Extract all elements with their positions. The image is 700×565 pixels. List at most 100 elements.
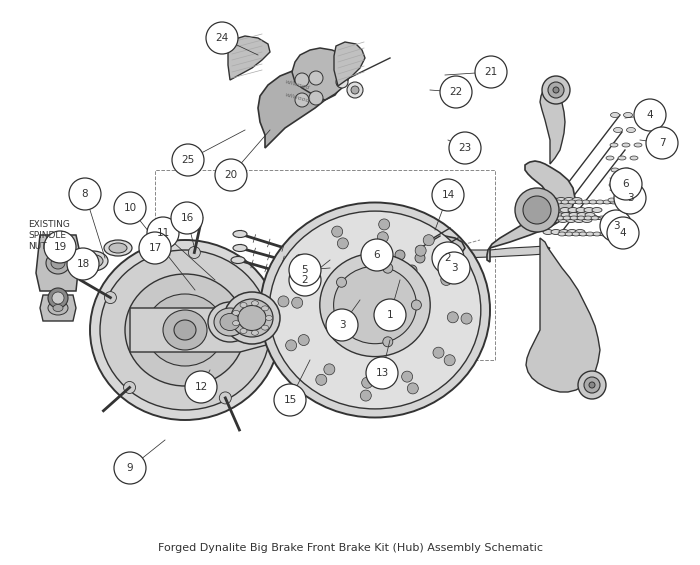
Circle shape [415, 253, 425, 263]
Ellipse shape [610, 200, 618, 204]
Ellipse shape [174, 320, 196, 340]
Ellipse shape [551, 229, 561, 234]
Text: 25: 25 [181, 155, 195, 165]
Ellipse shape [620, 183, 628, 187]
Circle shape [188, 246, 200, 259]
Circle shape [383, 337, 393, 347]
Ellipse shape [560, 207, 570, 212]
Text: 2: 2 [302, 275, 308, 285]
Circle shape [614, 182, 646, 214]
Ellipse shape [540, 198, 550, 202]
Circle shape [375, 253, 385, 263]
Text: 6: 6 [374, 250, 380, 260]
Circle shape [114, 192, 146, 224]
Ellipse shape [584, 207, 594, 212]
Ellipse shape [238, 306, 266, 331]
Text: 14: 14 [442, 190, 454, 200]
Ellipse shape [434, 248, 442, 252]
Ellipse shape [593, 232, 601, 236]
Circle shape [147, 217, 179, 249]
Ellipse shape [344, 289, 356, 295]
Circle shape [438, 252, 470, 284]
Ellipse shape [214, 308, 246, 336]
Circle shape [395, 250, 405, 260]
Circle shape [523, 196, 551, 224]
Ellipse shape [208, 302, 252, 342]
Circle shape [407, 383, 419, 394]
Circle shape [44, 231, 76, 263]
Ellipse shape [548, 198, 558, 202]
Ellipse shape [586, 232, 594, 236]
Circle shape [584, 377, 600, 393]
Bar [155, 170, 495, 360]
Circle shape [172, 144, 204, 176]
Ellipse shape [603, 200, 611, 204]
Circle shape [295, 254, 306, 266]
Ellipse shape [231, 257, 245, 263]
Circle shape [124, 381, 136, 393]
Text: 20: 20 [225, 170, 237, 180]
Ellipse shape [46, 252, 70, 274]
Polygon shape [292, 48, 350, 100]
Circle shape [206, 22, 238, 54]
Ellipse shape [233, 231, 247, 237]
Circle shape [295, 73, 309, 87]
Ellipse shape [224, 292, 280, 344]
Circle shape [433, 347, 444, 358]
Circle shape [286, 340, 297, 351]
Ellipse shape [320, 253, 430, 357]
Ellipse shape [626, 128, 636, 133]
Ellipse shape [104, 240, 132, 256]
Circle shape [324, 364, 335, 375]
Text: 4: 4 [620, 228, 626, 238]
Circle shape [412, 300, 421, 310]
Circle shape [447, 312, 458, 323]
Circle shape [383, 263, 393, 273]
Polygon shape [36, 235, 80, 291]
Text: wilwood: wilwood [284, 79, 310, 91]
Circle shape [610, 168, 642, 200]
Circle shape [444, 355, 455, 366]
Text: 1: 1 [386, 310, 393, 320]
Ellipse shape [568, 200, 576, 204]
Ellipse shape [608, 198, 616, 202]
Circle shape [387, 265, 397, 275]
Text: 16: 16 [181, 213, 194, 223]
Ellipse shape [634, 143, 642, 147]
Circle shape [607, 217, 639, 249]
Circle shape [295, 93, 309, 107]
Circle shape [337, 277, 346, 287]
Ellipse shape [262, 325, 269, 330]
Ellipse shape [558, 232, 566, 236]
Circle shape [600, 210, 632, 242]
Ellipse shape [553, 212, 563, 218]
Ellipse shape [556, 198, 566, 202]
Text: 3: 3 [339, 320, 345, 330]
Ellipse shape [610, 143, 618, 147]
Ellipse shape [582, 200, 590, 204]
Ellipse shape [563, 216, 571, 220]
Ellipse shape [609, 183, 617, 187]
Circle shape [337, 238, 349, 249]
Ellipse shape [251, 301, 258, 306]
Ellipse shape [567, 229, 577, 234]
Circle shape [292, 297, 302, 308]
Circle shape [260, 308, 272, 320]
Circle shape [104, 292, 116, 303]
Polygon shape [540, 88, 565, 164]
Ellipse shape [233, 245, 247, 251]
Ellipse shape [232, 310, 239, 315]
Text: 8: 8 [82, 189, 88, 199]
Circle shape [69, 178, 101, 210]
Text: 3: 3 [451, 263, 457, 273]
Circle shape [449, 132, 481, 164]
Circle shape [185, 371, 217, 403]
Circle shape [548, 82, 564, 98]
Circle shape [114, 452, 146, 484]
Circle shape [289, 254, 321, 286]
Polygon shape [526, 238, 600, 392]
Ellipse shape [574, 218, 584, 223]
Ellipse shape [607, 232, 615, 236]
Text: 23: 23 [458, 143, 472, 153]
Circle shape [432, 242, 464, 274]
